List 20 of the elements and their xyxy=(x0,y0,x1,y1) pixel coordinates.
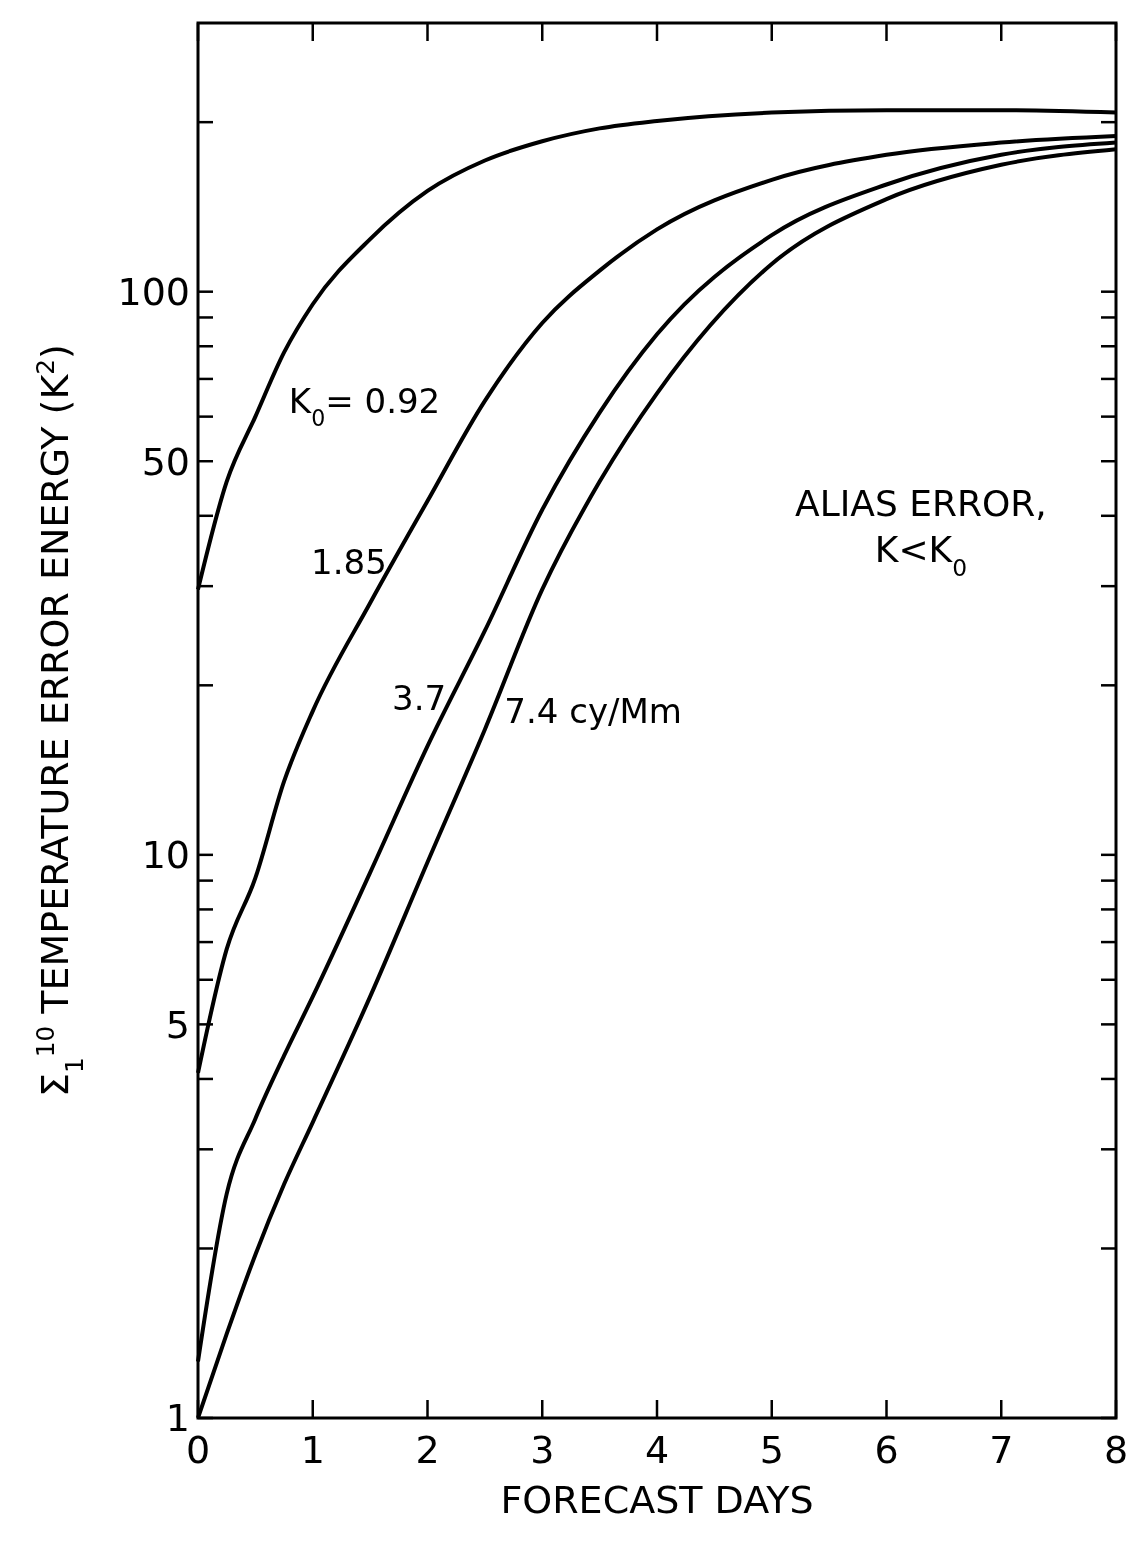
x-axis-title: FORECAST DAYS xyxy=(500,1478,814,1522)
x-tick-label: 1 xyxy=(300,1428,325,1472)
series-label: 1.85 xyxy=(311,542,387,582)
x-tick-label: 2 xyxy=(415,1428,440,1472)
series-label: 7.4 cy/Mm xyxy=(504,691,682,732)
annotation: ALIAS ERROR, xyxy=(795,482,1047,524)
x-tick-label: 7 xyxy=(989,1428,1014,1472)
x-tick-label: 8 xyxy=(1103,1428,1129,1472)
y-tick-label: 100 xyxy=(117,269,190,314)
x-tick-label: 3 xyxy=(530,1428,555,1472)
x-tick-label: 5 xyxy=(759,1428,784,1472)
legend-label: K$_{0}$= 0.92 xyxy=(288,380,441,431)
x-tick-label: 4 xyxy=(644,1428,670,1472)
x-tick-label: 6 xyxy=(874,1428,899,1472)
annotation: K<K$_{0}$ xyxy=(874,528,968,582)
series-label: 3.7 xyxy=(392,678,447,719)
y-tick-label: 5 xyxy=(165,1002,190,1047)
y-tick-label: 10 xyxy=(141,833,190,878)
y-tick-label: 1 xyxy=(165,1396,190,1441)
y-tick-label: 50 xyxy=(141,439,190,484)
